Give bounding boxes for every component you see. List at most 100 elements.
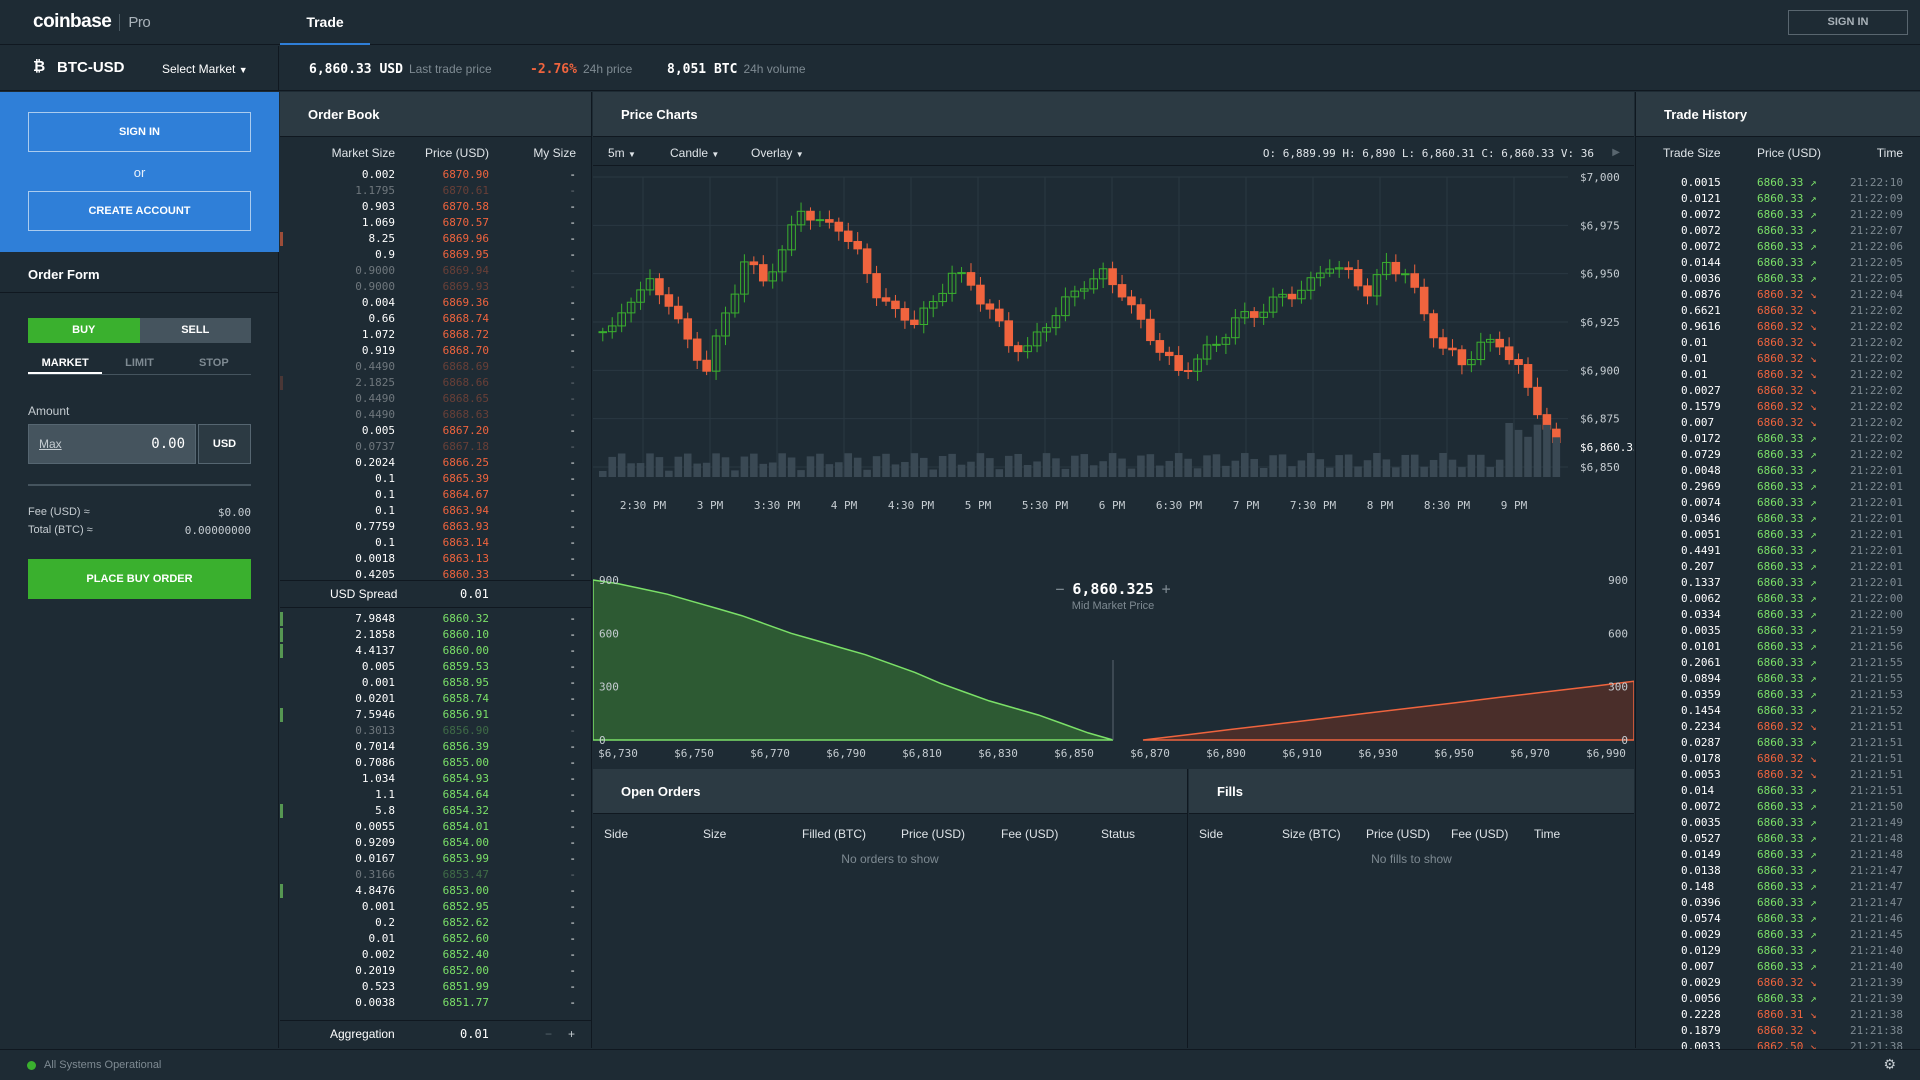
- top-signin-button[interactable]: SIGN IN: [1788, 10, 1908, 35]
- tab-market[interactable]: MARKET: [28, 355, 103, 374]
- place-buy-order-button[interactable]: PLACE BUY ORDER: [28, 559, 251, 599]
- price: 6860.33: [442, 568, 489, 581]
- ask-row[interactable]: 0.005 6867.20 -: [280, 423, 592, 439]
- bid-row[interactable]: 0.523 6851.99 -: [280, 979, 592, 995]
- ask-row[interactable]: 0.1 6863.14 -: [280, 535, 592, 551]
- ask-row[interactable]: 0.919 6868.70 -: [280, 343, 592, 359]
- gear-icon[interactable]: ⚙: [1883, 1056, 1896, 1072]
- bid-row[interactable]: 0.002 6852.40 -: [280, 947, 592, 963]
- ask-row[interactable]: 1.1795 6870.61 -: [280, 183, 592, 199]
- price: 6870.58: [442, 200, 489, 213]
- status-text[interactable]: All Systems Operational: [44, 1059, 162, 1071]
- candle-body: [1023, 345, 1032, 353]
- bid-row[interactable]: 7.9848 6860.32 -: [280, 611, 592, 627]
- amount-input[interactable]: Max 0.00: [28, 424, 196, 464]
- bid-row[interactable]: 0.0038 6851.77 -: [280, 995, 592, 1011]
- bid-row[interactable]: 0.0201 6858.74 -: [280, 691, 592, 707]
- market-size: 0.4490: [355, 408, 395, 421]
- bid-row[interactable]: 0.005 6859.53 -: [280, 659, 592, 675]
- bid-row[interactable]: 0.7014 6856.39 -: [280, 739, 592, 755]
- coinbase-logo[interactable]: coinbase Pro: [33, 11, 151, 33]
- ask-row[interactable]: 1.069 6870.57 -: [280, 215, 592, 231]
- bid-row[interactable]: 0.9209 6854.00 -: [280, 835, 592, 851]
- select-market-dropdown[interactable]: Select Market ▼: [162, 62, 248, 76]
- bid-row[interactable]: 0.0167 6853.99 -: [280, 851, 592, 867]
- buy-button[interactable]: BUY: [28, 318, 140, 343]
- ask-row[interactable]: 0.9000 6869.94 -: [280, 263, 592, 279]
- bid-row[interactable]: 2.1858 6860.10 -: [280, 627, 592, 643]
- bid-row[interactable]: 0.0055 6854.01 -: [280, 819, 592, 835]
- trade-size: 0.0121: [1681, 192, 1721, 205]
- volume-bar: [617, 453, 626, 477]
- aggregation-plus-button[interactable]: +: [568, 1027, 576, 1041]
- zoom-out-button[interactable]: −: [1055, 580, 1065, 598]
- ask-row[interactable]: 0.4490 6868.69 -: [280, 359, 592, 375]
- ask-row[interactable]: 0.4490 6868.63 -: [280, 407, 592, 423]
- arrow-up-icon: ↗: [1803, 592, 1817, 605]
- overlay-dropdown[interactable]: Overlay ▼: [751, 146, 804, 160]
- bid-row[interactable]: 0.01 6852.60 -: [280, 931, 592, 947]
- tab-limit[interactable]: LIMIT: [125, 357, 154, 369]
- y-tick-label: $6,850: [1580, 461, 1620, 474]
- bid-row[interactable]: 5.8 6854.32 -: [280, 803, 592, 819]
- ask-row[interactable]: 0.2024 6866.25 -: [280, 455, 592, 471]
- sell-button[interactable]: SELL: [139, 318, 251, 343]
- trade-row: 0.0121 6860.33 ↗ 21:22:09: [1636, 191, 1920, 207]
- status-dot-icon: [27, 1061, 36, 1070]
- bid-row[interactable]: 7.5946 6856.91 -: [280, 707, 592, 723]
- volume-bar: [1335, 455, 1343, 477]
- bid-row[interactable]: 4.8476 6853.00 -: [280, 883, 592, 899]
- bid-row[interactable]: 1.034 6854.93 -: [280, 771, 592, 787]
- max-link[interactable]: Max: [39, 437, 62, 451]
- ask-row[interactable]: 0.66 6868.74 -: [280, 311, 592, 327]
- interval-dropdown[interactable]: 5m ▼: [608, 146, 636, 160]
- tab-stop[interactable]: STOP: [198, 357, 229, 369]
- bid-row[interactable]: 0.7086 6855.00 -: [280, 755, 592, 771]
- bid-row[interactable]: 0.001 6852.95 -: [280, 899, 592, 915]
- bid-row[interactable]: 0.2019 6852.00 -: [280, 963, 592, 979]
- trade-price: 6860.33 ↗: [1757, 256, 1817, 269]
- tab-trade[interactable]: Trade: [280, 0, 370, 45]
- bid-row[interactable]: 1.1 6854.64 -: [280, 787, 592, 803]
- candle-body: [1533, 386, 1542, 416]
- ask-row[interactable]: 0.9 6869.95 -: [280, 247, 592, 263]
- bid-row[interactable]: 0.2 6852.62 -: [280, 915, 592, 931]
- candle-body: [1448, 347, 1457, 351]
- arrow-up-icon: ↗: [1803, 864, 1817, 877]
- volume-bar: [599, 471, 607, 477]
- signin-button[interactable]: SIGN IN: [28, 112, 251, 152]
- candle-body: [1231, 317, 1240, 339]
- aggregation-minus-button[interactable]: −: [545, 1027, 553, 1041]
- bid-row[interactable]: 4.4137 6860.00 -: [280, 643, 592, 659]
- bid-row[interactable]: 0.3166 6853.47 -: [280, 867, 592, 883]
- ask-row[interactable]: 0.1 6865.39 -: [280, 471, 592, 487]
- ask-row[interactable]: 0.9000 6869.93 -: [280, 279, 592, 295]
- candle-body: [1438, 337, 1448, 349]
- ask-row[interactable]: 0.0737 6867.18 -: [280, 439, 592, 455]
- ask-row[interactable]: 0.4490 6868.65 -: [280, 391, 592, 407]
- ask-row[interactable]: 0.1 6864.67 -: [280, 487, 592, 503]
- ask-row[interactable]: 0.0018 6863.13 -: [280, 551, 592, 567]
- zoom-in-button[interactable]: +: [1161, 580, 1171, 598]
- ask-row[interactable]: 0.004 6869.36 -: [280, 295, 592, 311]
- bid-row[interactable]: 0.3013 6856.90 -: [280, 723, 592, 739]
- trade-price-value: 6860.33: [1757, 912, 1804, 925]
- ask-row[interactable]: 0.4205 6860.33 -: [280, 567, 592, 583]
- pair-selector[interactable]: ₿ BTC-USD Select Market ▼: [0, 46, 279, 91]
- trade-price: 6860.33 ↗: [1757, 640, 1817, 653]
- ask-row[interactable]: 1.072 6868.72 -: [280, 327, 592, 343]
- play-icon[interactable]: ▶: [1612, 147, 1620, 158]
- ask-row[interactable]: 2.1825 6868.66 -: [280, 375, 592, 391]
- create-account-button[interactable]: CREATE ACCOUNT: [28, 191, 251, 231]
- ask-row[interactable]: 0.903 6870.58 -: [280, 199, 592, 215]
- ask-row[interactable]: 8.25 6869.96 -: [280, 231, 592, 247]
- chart-type-dropdown[interactable]: Candle ▼: [670, 146, 719, 160]
- bid-row[interactable]: 0.001 6858.95 -: [280, 675, 592, 691]
- candlestick-chart[interactable]: $7,000 $6,975 $6,950 $6,925 $6,900 $6,875 $6,8…: [593, 167, 1634, 562]
- ask-row[interactable]: 0.7759 6863.93 -: [280, 519, 592, 535]
- arrow-down-icon: ↘: [1803, 752, 1817, 765]
- ask-row[interactable]: 0.1 6863.94 -: [280, 503, 592, 519]
- ask-row[interactable]: 0.002 6870.90 -: [280, 167, 592, 183]
- volume-bar: [1495, 459, 1504, 477]
